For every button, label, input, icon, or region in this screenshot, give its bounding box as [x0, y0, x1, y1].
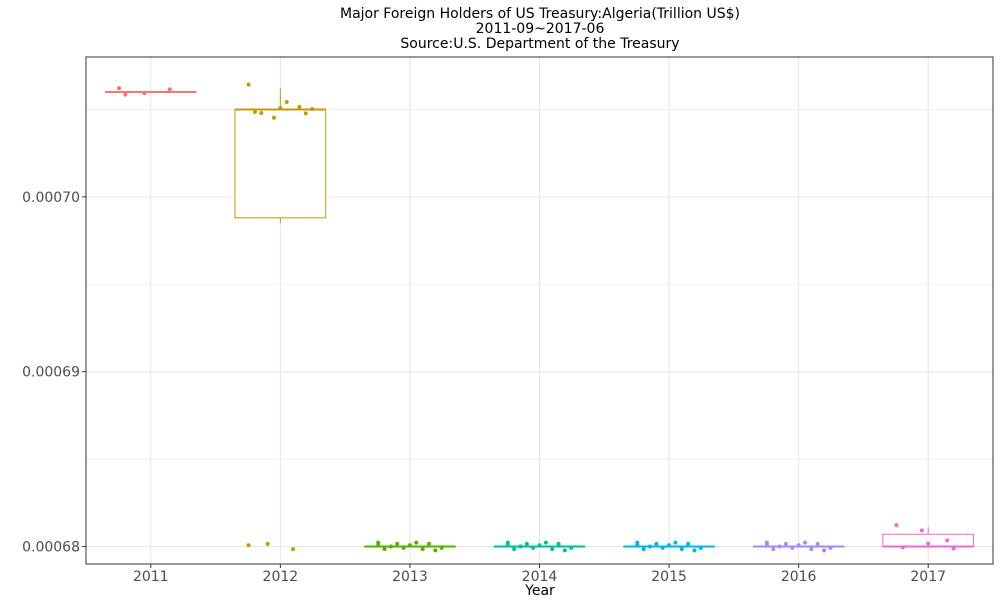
data-point [698, 545, 703, 550]
data-point [426, 541, 431, 546]
box-body [234, 108, 327, 219]
box-2011 [104, 90, 197, 93]
data-point [252, 110, 257, 115]
y-axis: 0.00068 0.00069 0.00070 [22, 190, 86, 556]
data-point [790, 545, 795, 550]
data-point [303, 111, 308, 116]
data-point [635, 543, 640, 548]
data-point [667, 543, 672, 548]
data-point [686, 541, 691, 546]
data-point [420, 547, 425, 552]
data-point [679, 547, 684, 552]
data-point [388, 544, 393, 549]
data-point [537, 543, 542, 548]
data-point [900, 545, 905, 550]
data-point [297, 104, 302, 109]
data-point [822, 548, 827, 553]
y-tick-label: 0.00068 [22, 540, 80, 556]
data-point [771, 547, 776, 552]
data-point [518, 544, 523, 549]
data-point [278, 106, 283, 111]
data-point [376, 543, 381, 548]
data-point [641, 547, 646, 552]
data-point [648, 544, 653, 549]
y-tick-label: 0.00070 [22, 190, 80, 206]
x-tick-label: 2014 [522, 569, 558, 585]
data-point [246, 543, 251, 548]
data-point [815, 541, 820, 546]
data-point [919, 528, 924, 533]
data-point [809, 547, 814, 552]
data-point [828, 545, 833, 550]
data-point [259, 110, 264, 115]
data-point [291, 547, 296, 552]
x-tick-label: 2012 [263, 569, 299, 585]
data-point [654, 541, 659, 546]
y-tick-label: 0.00069 [22, 365, 80, 381]
chart-title-line-1: Major Foreign Holders of US Treasury:Alg… [340, 6, 740, 22]
data-point [543, 540, 548, 545]
x-tick-label: 2016 [781, 569, 817, 585]
data-point [395, 541, 400, 546]
data-point [142, 91, 147, 96]
data-point [802, 540, 807, 545]
data-point [433, 548, 438, 553]
chart-title-line-3: Source:U.S. Department of the Treasury [400, 36, 679, 52]
chart-title-line-2: 2011-09~2017-06 [476, 21, 605, 37]
data-point [894, 523, 899, 528]
data-point [764, 543, 769, 548]
data-point [556, 541, 561, 546]
data-point [284, 100, 289, 105]
box-2017 [882, 527, 975, 548]
data-point [673, 540, 678, 545]
data-point [439, 545, 444, 550]
data-point [310, 107, 315, 111]
data-point [407, 543, 412, 548]
data-point [777, 544, 782, 549]
data-point [796, 543, 801, 548]
point-layer [117, 82, 956, 553]
data-point [550, 547, 555, 552]
x-tick-label: 2015 [651, 569, 687, 585]
data-point [524, 541, 529, 546]
x-axis-title: Year [524, 583, 555, 599]
data-point [569, 545, 574, 550]
x-tick-label: 2011 [133, 569, 169, 585]
x-axis: 2011 2012 2013 2014 2015 2016 2017 [133, 564, 946, 585]
data-point [562, 548, 567, 553]
data-point [265, 541, 270, 546]
data-point [531, 545, 536, 550]
data-point [926, 541, 931, 546]
data-point [382, 547, 387, 552]
data-point [692, 548, 697, 553]
data-point [123, 92, 128, 97]
data-point [246, 82, 251, 87]
x-tick-label: 2017 [910, 569, 946, 585]
data-point [951, 546, 956, 551]
data-point [401, 545, 406, 550]
data-point [945, 538, 950, 543]
data-point [414, 540, 419, 545]
data-point [167, 87, 172, 92]
data-point [272, 115, 277, 120]
data-point [512, 547, 517, 552]
data-point [783, 541, 788, 546]
x-tick-label: 2013 [392, 569, 428, 585]
data-point [505, 543, 510, 548]
data-point [660, 545, 665, 550]
data-point [117, 86, 122, 91]
